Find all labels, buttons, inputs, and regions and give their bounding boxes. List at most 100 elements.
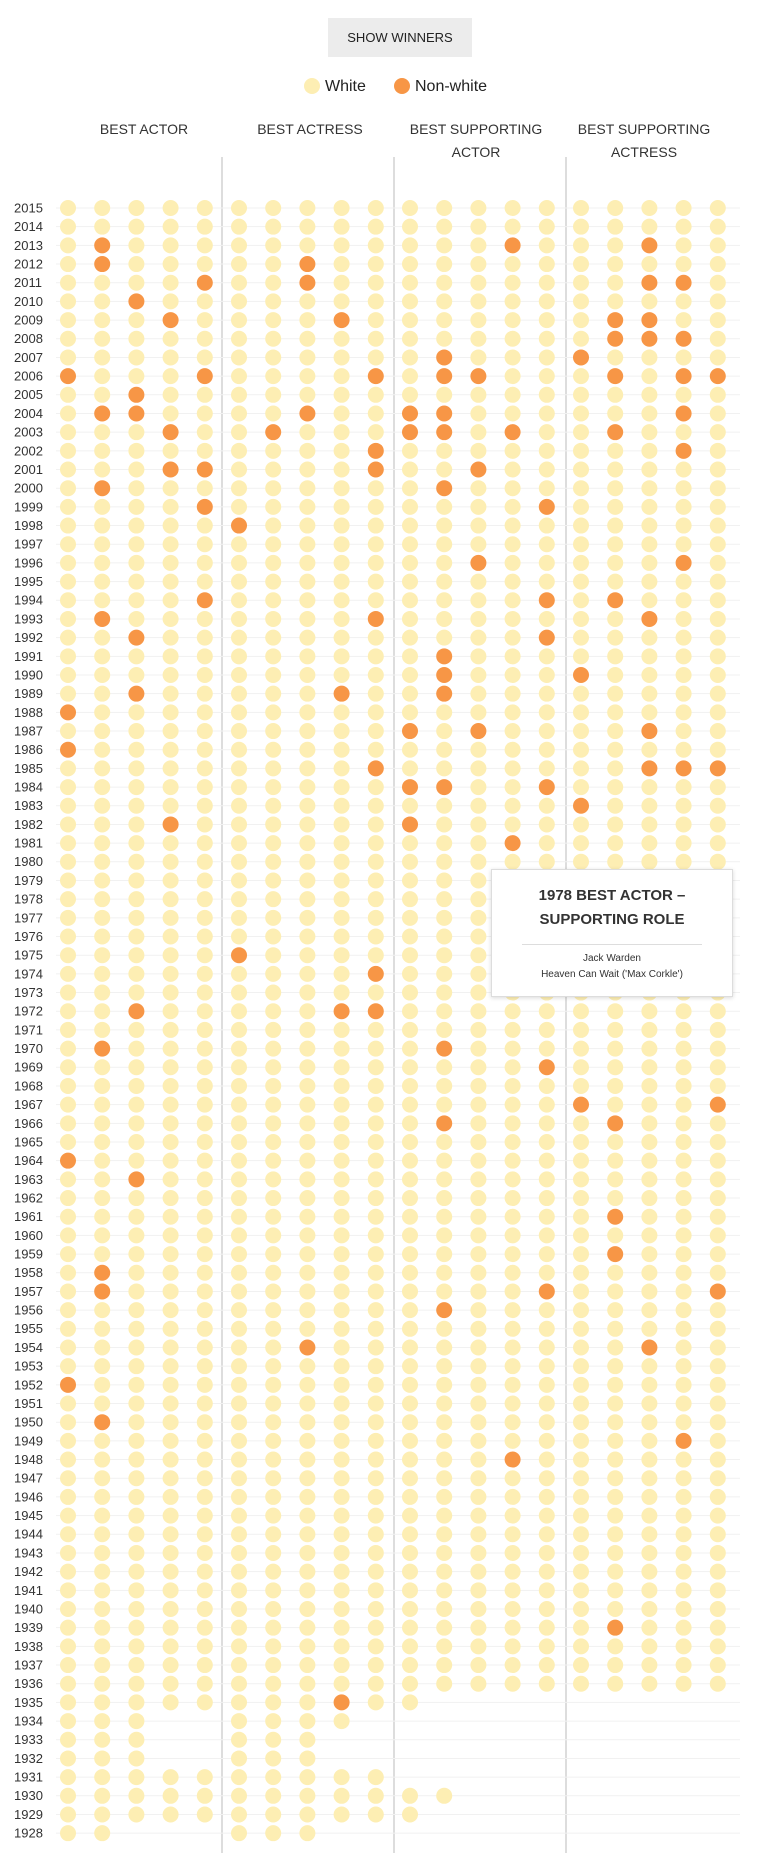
nominee-dot — [436, 1115, 453, 1132]
nominee-dot — [402, 1208, 418, 1225]
nominee-dot — [333, 498, 350, 515]
nominee-dot — [299, 1264, 316, 1281]
nominee-dot — [128, 1432, 145, 1449]
nominee-dot — [470, 1544, 487, 1561]
nominee-dot — [60, 293, 76, 310]
nominee-dot — [299, 1806, 316, 1823]
nominee-dot — [196, 424, 213, 441]
year-label: 1972 — [14, 1004, 43, 1019]
nominee-dot — [641, 1134, 658, 1150]
nominee-dot — [573, 368, 589, 385]
nominee-dot — [265, 554, 282, 571]
nominee-dot — [265, 1003, 282, 1020]
nominee-dot — [265, 1190, 282, 1207]
nominee-dot — [333, 573, 350, 590]
nominee-dot — [709, 1152, 726, 1169]
year-label: 1941 — [14, 1583, 43, 1598]
nominee-dot — [538, 424, 555, 441]
nominee-dot — [367, 349, 384, 366]
nominee-dot — [196, 1601, 213, 1617]
nominee-dot — [60, 928, 76, 945]
nominee-dot — [470, 1601, 487, 1617]
nominee-dot — [367, 386, 384, 403]
nominee-dot — [402, 1003, 418, 1020]
nominee-dot — [607, 1376, 624, 1393]
nominee-dot — [162, 1544, 179, 1561]
nominee-dot — [675, 1376, 692, 1393]
nominee-dot — [402, 1638, 418, 1655]
nominee-dot — [162, 797, 179, 814]
tooltip-film: Heaven Can Wait ('Max Corkle') — [541, 969, 683, 980]
nominee-dot — [436, 872, 453, 889]
nominee-dot — [709, 1096, 726, 1113]
nominee-dot — [299, 629, 316, 646]
nominee-dot — [504, 592, 521, 609]
nominee-dot — [367, 741, 384, 758]
nominee-dot — [94, 1096, 111, 1113]
nominee-dot — [367, 1077, 384, 1094]
nominee-dot — [436, 256, 453, 273]
nominee-dot — [333, 237, 350, 254]
nominee-dot — [196, 629, 213, 646]
nominee-dot — [60, 1264, 76, 1281]
nominee-dot — [675, 667, 692, 683]
nominee-dot — [231, 1059, 247, 1076]
nominee-dot — [196, 1694, 213, 1711]
nominee-dot — [709, 424, 726, 441]
nominee-dot — [265, 984, 282, 1001]
legend-label: White — [325, 78, 366, 95]
nominee-dot — [265, 853, 282, 870]
nominee-dot — [402, 928, 418, 945]
nominee-dot — [265, 1694, 282, 1711]
nominee-dot — [299, 386, 316, 403]
nominee-dot — [60, 1601, 76, 1617]
nominee-dot — [436, 349, 453, 366]
year-label: 1988 — [14, 705, 43, 720]
nominee-dot — [367, 667, 384, 683]
nominee-dot — [641, 592, 658, 609]
nominee-dot — [60, 1806, 76, 1823]
nominee-dot — [162, 1339, 179, 1356]
nominee-dot — [641, 1675, 658, 1692]
nominee-dot — [333, 218, 350, 235]
nominee-dot — [128, 1376, 145, 1393]
nominee-dot — [675, 330, 692, 347]
nominee-dot — [128, 1582, 145, 1599]
nominee-dot — [470, 1096, 487, 1113]
nominee-dot — [265, 349, 282, 366]
nominee-dot — [402, 1302, 418, 1319]
nominee-dot — [265, 685, 282, 702]
nominee-dot — [641, 1376, 658, 1393]
nominee-dot — [538, 592, 555, 609]
nominee-dot — [470, 517, 487, 534]
nominee-dot — [573, 1246, 589, 1263]
nominee-dot — [402, 891, 418, 908]
show-winners-button[interactable]: SHOW WINNERS — [328, 18, 472, 57]
nominee-dot — [641, 1040, 658, 1057]
nominee-dot — [333, 1432, 350, 1449]
nominee-dot — [60, 1077, 76, 1094]
nominee-dot — [367, 1190, 384, 1207]
nominee-dot — [60, 1488, 76, 1505]
nominee-dot — [299, 293, 316, 310]
nominee-dot — [128, 1507, 145, 1524]
nominee-dot — [333, 1152, 350, 1169]
nominee-dot — [265, 667, 282, 683]
nominee-dot — [162, 1358, 179, 1375]
nominee-dot — [538, 498, 555, 515]
nominee-dot — [573, 1134, 589, 1150]
nominee-dot — [641, 1320, 658, 1337]
year-label: 2000 — [14, 481, 43, 496]
nominee-dot — [196, 947, 213, 964]
nominee-dot — [709, 293, 726, 310]
nominee-dot — [367, 1246, 384, 1263]
nominee-dot — [162, 610, 179, 627]
nominee-dot — [196, 1544, 213, 1561]
nominee-dot — [573, 779, 589, 796]
nominee-dot — [299, 1395, 316, 1412]
nominee-dot — [162, 1526, 179, 1543]
nominee-dot — [196, 1040, 213, 1057]
nominee-dot — [231, 1115, 247, 1132]
nominee-dot — [607, 741, 624, 758]
nominee-dot — [94, 1488, 111, 1505]
